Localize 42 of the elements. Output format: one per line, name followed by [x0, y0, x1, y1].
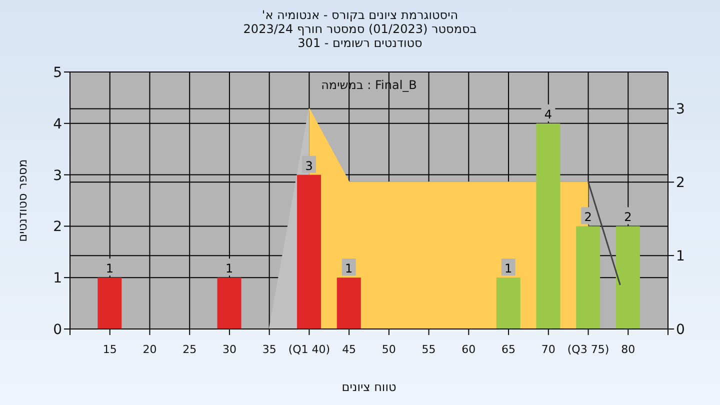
data-label: 1 — [225, 262, 234, 276]
x-tick-label: 20 — [142, 343, 157, 356]
y2-tick-label: 0 — [676, 322, 685, 338]
x-tick-label: 25 — [182, 343, 197, 356]
bar — [217, 278, 242, 329]
data-label: 1 — [106, 262, 114, 276]
x-tick-label: 60 — [462, 343, 476, 356]
y-tick-label: 3 — [53, 168, 62, 184]
y-tick-label: 0 — [53, 322, 62, 338]
x-tick-label: 80 — [621, 343, 636, 356]
bar — [98, 278, 122, 329]
x-tick-label: 55 — [422, 343, 436, 356]
x-tick-label: 15 — [102, 343, 117, 356]
x-tick-label: 70 — [541, 343, 556, 356]
data-label: 1 — [345, 262, 353, 276]
x-tick-label: (Q3 75) — [567, 343, 610, 356]
bar — [336, 278, 361, 329]
data-label: 4 — [544, 107, 552, 122]
x-tick-label: 50 — [382, 343, 396, 356]
data-label: 2 — [584, 210, 592, 224]
bar — [496, 278, 520, 329]
x-tick-label: 65 — [502, 343, 516, 356]
x-tick-label: 45 — [342, 343, 356, 356]
y-axis-title: מספר סטודנטים — [15, 159, 30, 242]
y-tick-label: 2 — [53, 219, 62, 236]
bar — [536, 123, 560, 329]
x-axis-title: טווח ציונים — [342, 380, 396, 394]
x-tick-label: 30 — [222, 343, 236, 356]
data-label: 3 — [305, 158, 313, 173]
y2-tick-label: 1 — [676, 248, 685, 265]
y2-tick-label: 2 — [676, 175, 685, 192]
y-tick-label: 1 — [53, 270, 62, 287]
y-tick-label: 4 — [53, 116, 62, 132]
x-tick-label: 35 — [262, 343, 276, 356]
y2-tick-label: 3 — [676, 102, 685, 118]
y-tick-label: 5 — [53, 64, 62, 81]
data-label: 1 — [504, 262, 512, 276]
bar — [576, 226, 600, 329]
chart-title: 'היסטוגרמת ציונים בקורס - אנטומיה א בסמסטר (01/2023) סמסטר חורף 2023/24 301 - סטודנטים רשומים — [242, 8, 478, 50]
bar — [616, 226, 640, 329]
x-tick-label: (Q1 40) — [288, 343, 330, 356]
data-label: 2 — [624, 210, 632, 224]
